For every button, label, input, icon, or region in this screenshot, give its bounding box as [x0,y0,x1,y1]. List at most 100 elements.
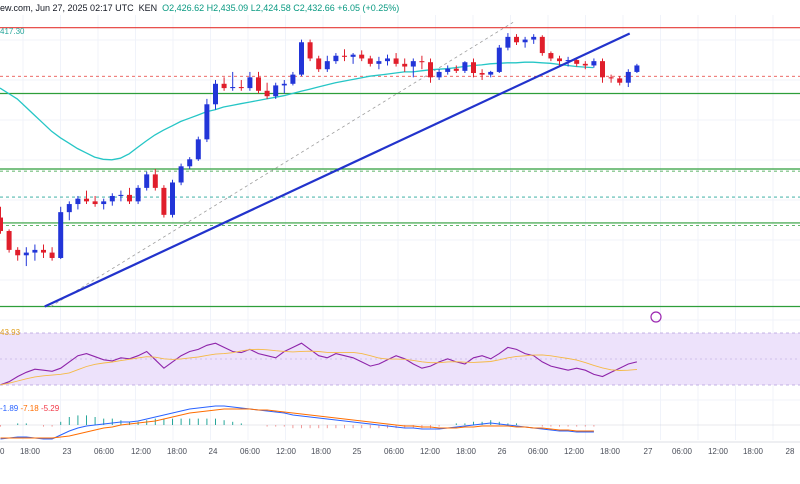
candle [144,171,150,191]
x-tick-label: 18:00 [743,447,764,456]
candle [307,39,313,62]
x-tick-label: 25 [353,447,362,456]
candle-body [41,249,46,253]
macd-value: -1.89 [0,404,19,413]
candle [204,98,210,143]
candle [161,185,167,218]
candle-body [230,87,236,89]
candle [376,56,382,70]
candle [625,69,631,88]
x-tick-label: 18:00 [456,447,477,456]
candle-body [307,42,313,59]
candle-body [238,87,244,89]
x-tick-label: 12:00 [564,447,585,456]
candle [445,65,451,75]
candle-body [591,61,597,66]
rsi-readout: 43.93 [0,328,21,337]
candle [385,54,390,66]
candle-body [256,77,261,91]
candle [548,51,554,62]
candle-body [582,63,588,66]
candle [591,58,597,68]
candle-body [617,78,623,83]
candle-body [92,201,98,205]
candle-body [127,194,132,202]
candle [23,247,29,267]
candle [195,136,201,161]
candle [32,244,38,261]
candle [256,71,261,94]
candle-body [539,36,545,54]
candle [600,58,605,83]
candle-body [109,195,115,202]
candle-body [299,42,304,75]
candle-body [15,249,21,256]
candle [393,53,399,67]
candle-body [6,231,12,250]
candle [221,77,227,91]
trend-line [44,32,631,308]
candle [213,80,218,110]
candle-body [436,71,442,78]
candle-body [574,60,580,64]
candle [557,55,562,66]
candle [488,70,494,78]
candle [281,80,287,94]
candle-body [428,62,433,78]
candle-body [479,73,485,75]
candle [41,244,46,258]
candle-body [118,194,124,196]
candle-body [600,61,605,78]
candle [101,198,107,210]
candle [514,34,519,45]
candle [410,58,416,78]
candle-body [514,36,519,43]
candle-body [410,61,416,67]
candle-body [213,83,218,105]
dotted-trend-line [50,21,514,307]
ma-line [0,61,594,161]
candle-body [144,174,150,188]
candle-body [152,174,158,188]
x-tick-label: 18:00 [600,447,621,456]
x-tick-label: 06:00 [240,447,261,456]
candle-body [75,198,81,205]
candle [6,229,12,253]
candle-body [531,36,537,40]
x-tick-label: 12:00 [276,447,297,456]
x-tick-label: 23 [63,447,72,456]
candle-body [453,68,459,71]
candle-body [316,58,322,70]
candle [496,44,502,74]
candle [152,169,158,191]
candle [453,65,459,74]
candle [15,247,21,261]
candle [135,185,141,205]
candle [230,71,236,91]
candle-body [522,39,528,43]
candle [634,63,640,74]
candle-body [204,104,210,140]
candle-body [608,77,614,79]
candle-body [393,58,399,64]
candle-body [333,55,339,62]
candle-body [350,54,356,57]
x-tick-label: 26 [498,447,507,456]
candle-body [342,55,347,57]
candle [462,61,468,74]
x-tick-label: 28 [786,447,795,456]
x-tick-label: 06:00 [528,447,549,456]
candle [316,55,322,72]
x-tick-label: 18:00 [167,447,188,456]
macd-line [0,405,594,440]
candle [324,55,330,72]
candle [58,206,64,260]
candle [49,247,55,261]
candle-body [84,198,89,202]
candle [522,36,528,48]
candle [350,53,356,64]
candle-body [247,77,253,89]
rsi-ma-line [0,348,637,386]
